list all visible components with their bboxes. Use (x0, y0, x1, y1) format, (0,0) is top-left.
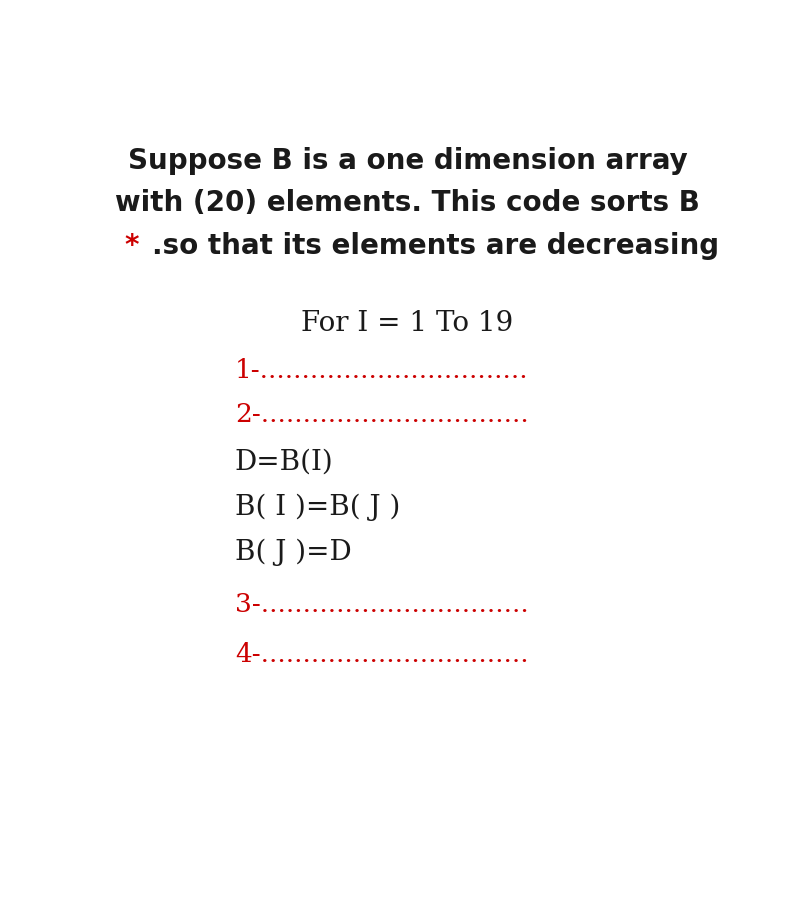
Text: *: * (124, 232, 138, 259)
Text: .so that its elements are decreasing: .so that its elements are decreasing (152, 232, 719, 259)
Text: 1-................................: 1-................................ (235, 358, 529, 383)
Text: 2-................................: 2-................................ (235, 402, 529, 427)
Text: D=B(I): D=B(I) (235, 450, 334, 476)
Text: Suppose B is a one dimension array: Suppose B is a one dimension array (127, 147, 688, 174)
Text: 3-................................: 3-................................ (235, 593, 529, 617)
Text: For I = 1 To 19: For I = 1 To 19 (301, 310, 514, 338)
Text: 4-................................: 4-................................ (235, 642, 529, 667)
Text: with (20) elements. This code sorts B: with (20) elements. This code sorts B (115, 189, 700, 217)
Text: B( J )=D: B( J )=D (235, 538, 351, 566)
Text: B( I )=B( J ): B( I )=B( J ) (235, 494, 401, 521)
